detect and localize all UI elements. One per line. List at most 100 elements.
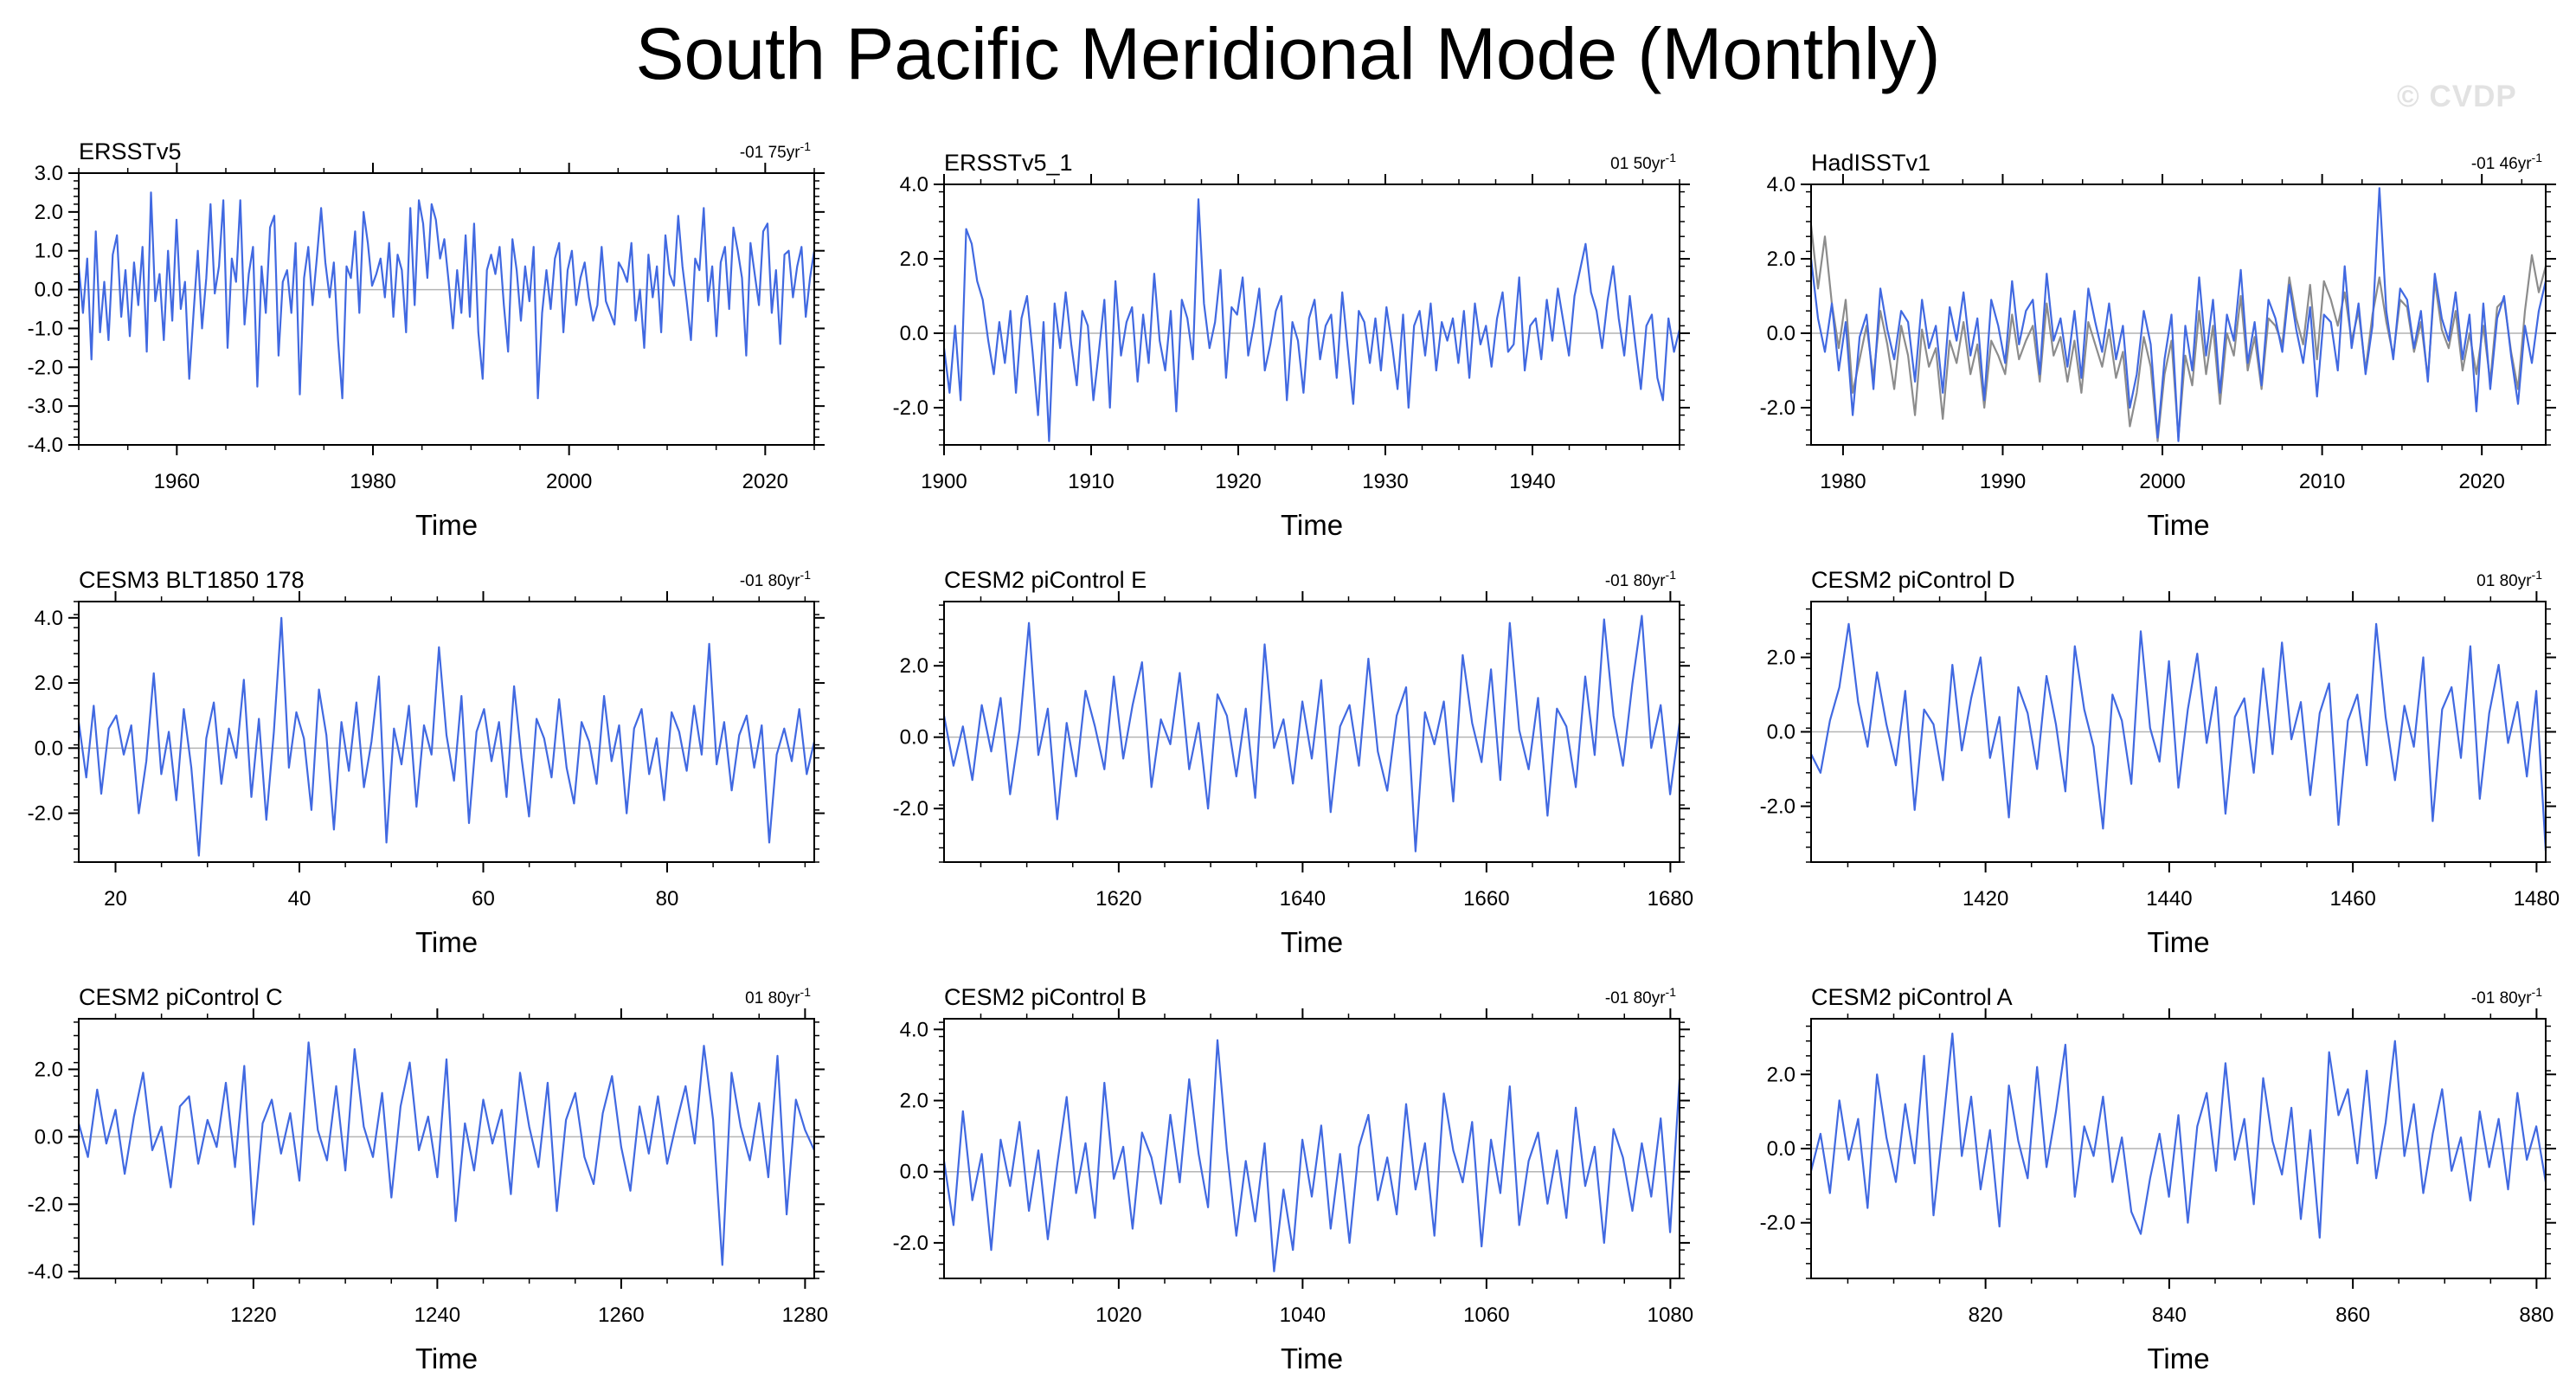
- y-tick-label: 2.0: [35, 201, 63, 224]
- x-tick-label: 40: [288, 887, 312, 911]
- y-tick-label: 2.0: [900, 1090, 928, 1113]
- y-tick-label: -1.0: [28, 317, 63, 340]
- y-tick-label: -2.0: [28, 1193, 63, 1216]
- panel-title: CESM2 piControl A: [1811, 984, 2013, 1010]
- y-tick-label: -2.0: [28, 802, 63, 826]
- x-tick-label: 860: [2335, 1304, 2370, 1327]
- x-tick-label: 2010: [2299, 470, 2345, 493]
- y-tick-label: -2.0: [28, 356, 63, 379]
- panel-title: CESM2 piControl E: [944, 567, 1147, 593]
- cvdp-watermark: © CVDP: [2397, 80, 2517, 113]
- chart-panel: 4.0 2.0 0.0 -2.0 1900 1910 1920 1930 1940 Time ERS…: [893, 150, 1690, 541]
- plot-frame: [1810, 183, 2547, 446]
- x-tick-label: 1660: [1463, 887, 1509, 911]
- x-tick-label: 1440: [2146, 887, 2192, 911]
- y-tick-label: -2.0: [1760, 795, 1795, 819]
- y-tick-label: 4.0: [900, 173, 928, 196]
- x-tick-label: 1680: [1648, 887, 1693, 911]
- chart-panel: 4.0 2.0 0.0 -2.0 1980 1990 2000 2010 2020 Time Had…: [1760, 150, 2556, 541]
- trend-exponent: -1: [800, 568, 812, 582]
- series-line: [77, 191, 816, 400]
- x-axis-title: Time: [415, 509, 478, 541]
- x-tick-label: 60: [472, 887, 495, 911]
- x-tick-label: 1900: [921, 470, 967, 493]
- x-tick-label: 2020: [742, 470, 788, 493]
- y-tick-label: -4.0: [28, 1260, 63, 1284]
- trend-exponent: -1: [800, 139, 812, 153]
- y-tick-label: 0.0: [35, 1125, 63, 1149]
- x-tick-label: 1040: [1280, 1304, 1326, 1327]
- y-tick-label: 2.0: [35, 672, 63, 695]
- x-tick-label: 820: [1969, 1304, 2003, 1327]
- chart-panel: 4.0 2.0 0.0 -2.0 20 40 60 80 Time CESM3 BLT1850 1…: [28, 567, 825, 958]
- y-tick-label: 0.0: [900, 1161, 928, 1184]
- y-tick-label: 1.0: [35, 240, 63, 263]
- series-line: [1809, 1032, 2547, 1239]
- trend-label: -01 80yr-1: [1605, 568, 1676, 590]
- x-tick-label: 80: [656, 887, 679, 911]
- y-tick-label: 2.0: [1767, 1063, 1795, 1086]
- y-tick-label: 2.0: [900, 654, 928, 678]
- x-axis-title: Time: [1281, 1342, 1343, 1374]
- trend-label: -01 80yr-1: [2471, 985, 2542, 1008]
- y-tick-label: -2.0: [893, 797, 928, 821]
- x-axis-title: Time: [415, 1342, 478, 1374]
- x-tick-label: 1460: [2329, 887, 2375, 911]
- chart-panel: 2.0 0.0 -2.0 820 840 860 880 Time CESM2 piContro…: [1760, 984, 2556, 1374]
- x-tick-label: 1240: [414, 1304, 460, 1327]
- x-tick-label: 2020: [2458, 470, 2504, 493]
- x-tick-label: 1960: [154, 470, 200, 493]
- y-tick-label: 2.0: [900, 248, 928, 271]
- trend-label: 01 80yr-1: [2476, 568, 2542, 590]
- x-tick-label: 1930: [1362, 470, 1408, 493]
- y-tick-label: 2.0: [35, 1058, 63, 1081]
- chart-panel: 2.0 0.0 -2.0 -4.0 1220 1240 1260 1280 Time CESM2 …: [28, 984, 828, 1374]
- series-line: [77, 1041, 816, 1266]
- trend-exponent: -1: [800, 985, 812, 999]
- plot-frame: [78, 172, 815, 446]
- trend-label: 01 50yr-1: [1610, 151, 1676, 173]
- panel-title: CESM3 BLT1850 178: [79, 567, 305, 593]
- y-tick-label: 0.0: [35, 279, 63, 302]
- x-axis-title: Time: [2147, 1342, 2209, 1374]
- trend-exponent: -1: [1666, 151, 1677, 164]
- x-tick-label: 1980: [1820, 470, 1866, 493]
- plot-frame: [943, 601, 1680, 863]
- x-axis-title: Time: [1281, 926, 1343, 958]
- series-line: [1810, 622, 2547, 852]
- y-tick-label: 0.0: [1767, 322, 1795, 345]
- x-tick-label: 840: [2152, 1304, 2187, 1327]
- x-axis-title: Time: [2147, 509, 2209, 541]
- panel-title: HadISSTv1: [1811, 150, 1930, 176]
- y-tick-label: 0.0: [35, 737, 63, 760]
- chart-panel: 2.0 0.0 -2.0 1420 1440 1460 1480 Time CESM2 piCo…: [1760, 567, 2560, 958]
- x-axis-title: Time: [415, 926, 478, 958]
- series-line: [942, 615, 1681, 853]
- x-tick-label: 1080: [1648, 1304, 1693, 1327]
- x-tick-label: 2000: [2139, 470, 2185, 493]
- x-tick-label: 1910: [1068, 470, 1114, 493]
- figure-title: South Pacific Meridional Mode (Monthly): [635, 13, 1941, 94]
- series-line: [77, 616, 816, 857]
- x-axis-title: Time: [2147, 926, 2209, 958]
- x-tick-label: 1940: [1509, 470, 1555, 493]
- plot-frame: [943, 1018, 1680, 1279]
- x-tick-label: 1640: [1280, 887, 1326, 911]
- x-tick-label: 1020: [1095, 1304, 1141, 1327]
- y-tick-label: 2.0: [1767, 248, 1795, 271]
- trend-label: 01 80yr-1: [745, 985, 811, 1008]
- y-tick-label: -2.0: [1760, 396, 1795, 420]
- y-tick-label: -4.0: [28, 434, 63, 457]
- y-tick-label: 4.0: [900, 1018, 928, 1041]
- y-tick-label: -2.0: [893, 396, 928, 420]
- panel-title: CESM2 piControl D: [1811, 567, 2015, 593]
- panel-title: ERSSTv5_1: [944, 150, 1073, 176]
- trend-exponent: -1: [1666, 568, 1677, 582]
- trend-label: -01 80yr-1: [1605, 985, 1676, 1008]
- series-line: [942, 198, 1681, 442]
- x-tick-label: 1220: [230, 1304, 276, 1327]
- x-tick-label: 1990: [1980, 470, 2026, 493]
- trend-exponent: -1: [2532, 568, 2543, 582]
- panel-title: ERSSTv5: [79, 138, 182, 164]
